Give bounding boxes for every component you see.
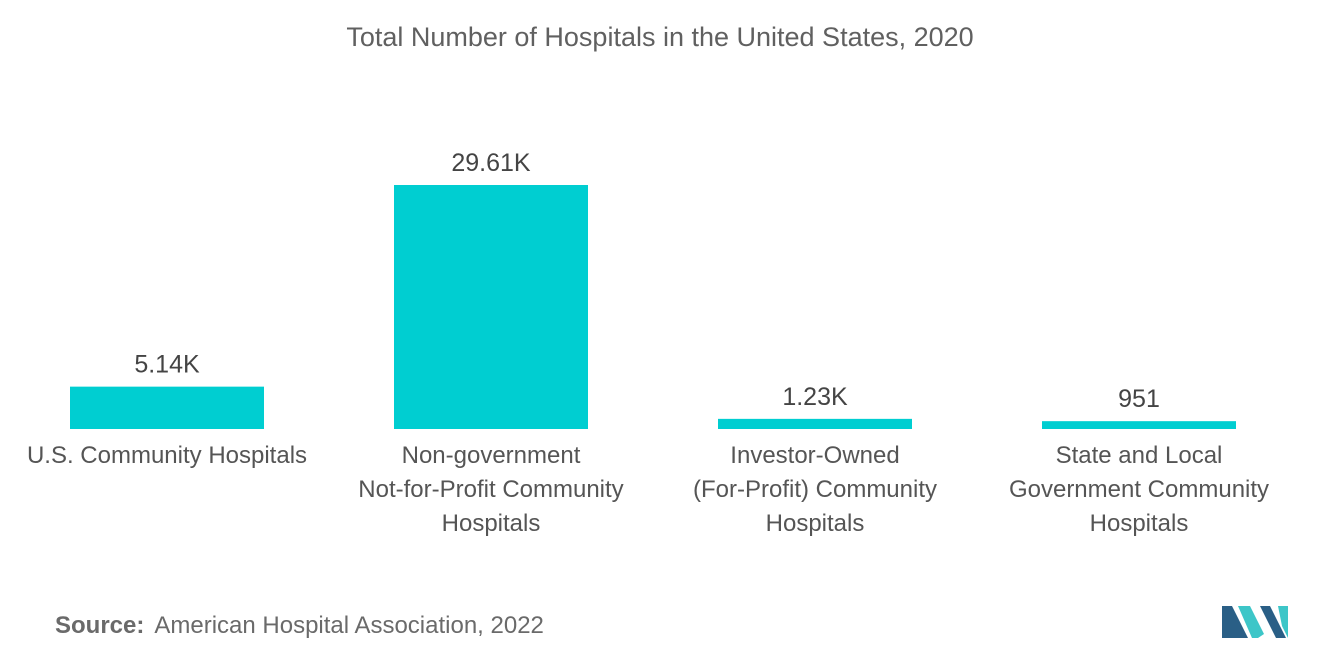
- data-label-2: 29.61K: [451, 149, 531, 177]
- category-label-line: Non-government: [402, 442, 581, 469]
- category-label-line: Hospitals: [766, 510, 865, 537]
- bar-chart: 5.14K U.S. Community Hospitals 29.61K Non-g…: [27, 149, 1269, 537]
- logo-left-stroke: [1222, 606, 1248, 638]
- logo-mid-stroke: [1238, 606, 1264, 638]
- category-label-line: Hospitals: [442, 510, 541, 537]
- category-label-line: Government Community: [1009, 476, 1269, 503]
- bar-3: [718, 418, 912, 429]
- data-label-1: 5.14K: [134, 351, 200, 379]
- source-text: American Hospital Association, 2022: [154, 612, 544, 639]
- category-label-line: U.S. Community Hospitals: [27, 442, 307, 469]
- chart-title: Total Number of Hospitals in the United …: [346, 22, 974, 52]
- source-note: Source: American Hospital Association, 20…: [55, 612, 544, 640]
- bar-4: [1042, 421, 1236, 429]
- category-label-line: Not-for-Profit Community: [358, 476, 623, 503]
- category-label-3: Investor-Owned (For-Profit) Community Hosp…: [693, 442, 937, 537]
- category-label-1: U.S. Community Hospitals: [27, 442, 307, 469]
- category-label-line: Hospitals: [1090, 510, 1189, 537]
- category-label-2: Non-government Not-for-Profit Community Ho…: [358, 442, 623, 537]
- data-label-4: 951: [1118, 385, 1160, 413]
- logo-right-post: [1278, 606, 1288, 638]
- logo-right-stroke: [1260, 606, 1286, 638]
- category-label-line: Investor-Owned: [730, 442, 899, 469]
- source-label: Source:: [55, 612, 145, 639]
- bar-1: [70, 386, 264, 429]
- bar-2: [394, 185, 588, 429]
- category-label-line: State and Local: [1056, 442, 1223, 469]
- category-label-line: (For-Profit) Community: [693, 476, 937, 503]
- data-label-3: 1.23K: [782, 383, 848, 411]
- mordor-intelligence-logo-icon: [1222, 606, 1288, 638]
- category-label-4: State and Local Government Community Hospi…: [1009, 442, 1269, 537]
